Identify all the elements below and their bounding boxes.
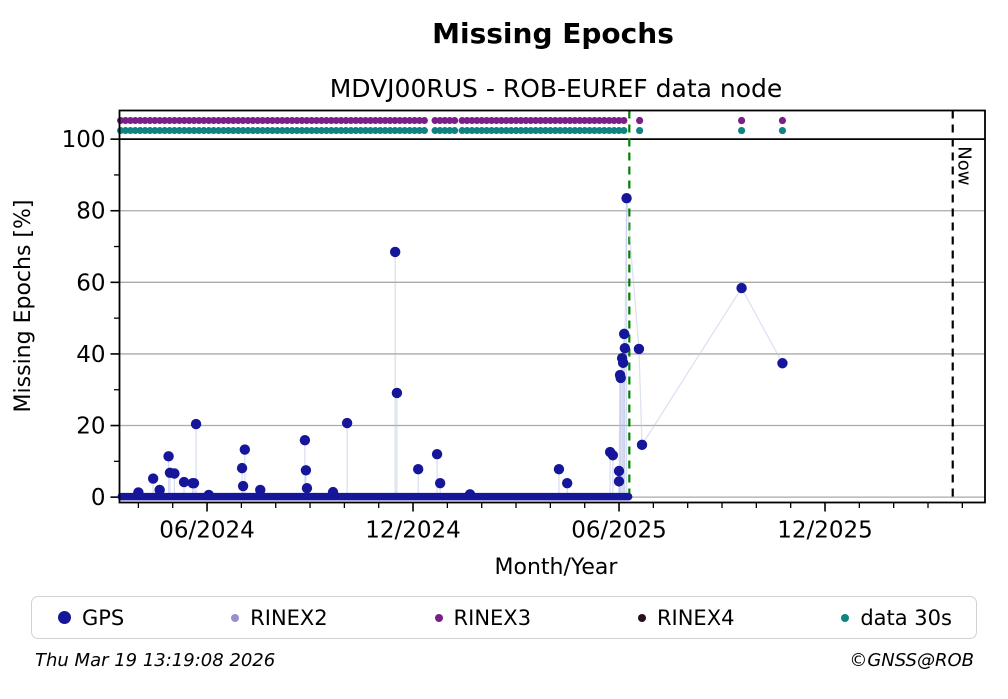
gps-point <box>203 489 214 501</box>
legend-item-rinex4: RINEX4 <box>637 605 735 630</box>
gps-connect-line <box>618 198 783 482</box>
timestamp-text: Thu Mar 19 13:19:08 2026 <box>35 650 276 671</box>
x-tick-label: 12/2025 <box>777 518 873 544</box>
gps-point <box>621 193 632 204</box>
gps-point <box>237 480 249 492</box>
gps-point <box>154 484 165 496</box>
gps-point <box>615 372 626 384</box>
gps-point <box>147 473 159 484</box>
rinex2-marker-icon <box>231 613 240 622</box>
y-tick-label: 100 <box>62 127 106 153</box>
y-axis-label: Missing Epochs [%] <box>11 200 36 413</box>
gps-point <box>178 476 190 488</box>
gps-point <box>561 477 573 489</box>
legend-item-rinex2: RINEX2 <box>231 606 328 630</box>
legend-item-gps: GPS <box>58 606 124 630</box>
plot-area: 0 20 40 60 80 100 06/2024 12/2024 06/2025 12/2025… <box>62 109 986 544</box>
rinex3-row-point <box>778 116 787 125</box>
gps-point <box>300 465 312 476</box>
legend: GPS RINEX2 RINEX3 RINEX4 data 30s <box>31 596 977 639</box>
gps-point <box>613 476 625 487</box>
gps-point <box>636 439 648 451</box>
gps-point <box>736 282 747 294</box>
gps-point <box>618 328 630 340</box>
legend-label-gps: GPS <box>82 605 125 630</box>
gps-point <box>613 465 625 477</box>
gps-point <box>299 435 311 446</box>
legend-label-data-30s: data 30s <box>860 605 952 630</box>
x-tick-label: 12/2024 <box>365 518 461 544</box>
footer: Thu Mar 19 13:19:08 2026 ©GNSS@ROB <box>0 648 1008 678</box>
x-tick-label: 06/2024 <box>159 518 255 544</box>
legend-label-rinex4: RINEX4 <box>656 605 735 630</box>
rinex3-marker-icon <box>434 613 443 622</box>
rinex3-row-point <box>737 116 746 125</box>
legend-label-rinex2: RINEX2 <box>250 605 328 630</box>
gps-point <box>163 451 174 462</box>
gps-point <box>239 444 251 455</box>
gps-point <box>633 343 645 355</box>
x-tick-label: 06/2025 <box>571 518 667 544</box>
gps-marker-icon <box>58 611 71 624</box>
gps-point <box>188 477 200 489</box>
gps-point <box>464 489 476 500</box>
legend-label-rinex3: RINEX3 <box>453 605 532 630</box>
x-axis-label: Month/Year <box>495 555 619 580</box>
y-tick-label: 0 <box>91 485 106 511</box>
legend-item-rinex3: RINEX3 <box>434 605 532 630</box>
gps-point <box>341 417 353 429</box>
data30s-row-point <box>737 126 746 135</box>
gps-point <box>619 343 631 354</box>
data30s-row-point <box>778 126 787 135</box>
y-tick-label: 20 <box>76 414 105 440</box>
now-label: Now <box>954 146 975 185</box>
y-tick-label: 60 <box>76 270 105 296</box>
data-30s-marker-icon <box>841 613 850 622</box>
gps-point <box>169 468 180 479</box>
copyright-text: ©GNSS@ROB <box>849 650 974 671</box>
gps-point <box>553 464 565 475</box>
gps-point <box>133 487 144 498</box>
gps-point <box>431 448 443 460</box>
data30s-row-point <box>636 126 644 135</box>
gps-point <box>777 358 788 369</box>
gps-point <box>389 246 401 258</box>
gps-point <box>412 464 424 475</box>
gps-point <box>434 477 446 489</box>
gps-point <box>301 482 313 494</box>
gps-point <box>617 357 629 369</box>
rinex4-marker-icon <box>637 613 646 622</box>
gps-point <box>255 484 266 496</box>
gps-point <box>607 450 619 461</box>
rinex3-row-point <box>636 116 644 125</box>
missing-epochs-chart: Missing Epochs MDVJ00RUS - ROB-EUREF dat… <box>11 17 986 580</box>
chart-title: Missing Epochs <box>432 17 674 50</box>
chart-subtitle: MDVJ00RUS - ROB-EUREF data node <box>330 74 783 103</box>
gps-point <box>391 387 403 399</box>
y-tick-label: 80 <box>76 199 105 225</box>
y-tick-label: 40 <box>76 342 105 368</box>
gps-point <box>327 486 339 498</box>
legend-item-data-30s: data 30s <box>841 606 952 630</box>
plot-frame <box>118 109 986 504</box>
gps-point <box>190 418 202 430</box>
gps-point <box>236 462 248 474</box>
